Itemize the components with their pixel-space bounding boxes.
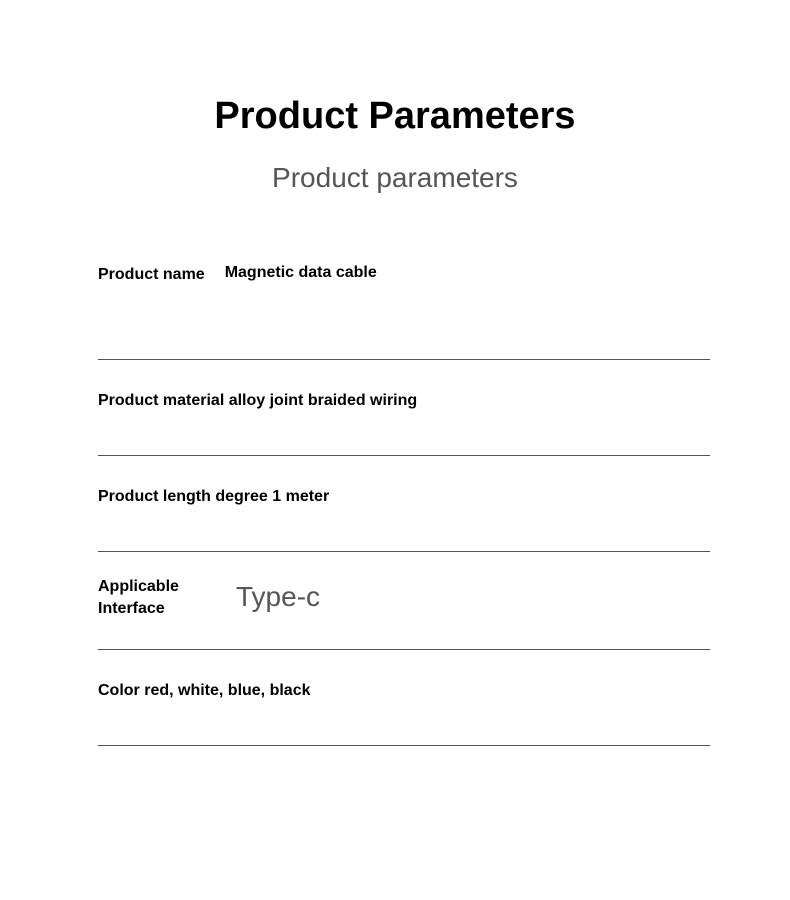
- spec-label: Product name: [98, 264, 205, 286]
- title-block: Product Parameters Product parameters: [0, 0, 790, 194]
- spec-row-product-name: Product name Magnetic data cable: [98, 264, 710, 360]
- spec-row-length: Product length degree 1 meter: [98, 456, 710, 552]
- spec-label: Product length degree 1 meter: [98, 486, 329, 508]
- spec-label: Applicable Interface: [98, 576, 208, 619]
- spec-row-interface: Applicable Interface Type-c: [98, 552, 710, 650]
- page-subtitle: Product parameters: [0, 162, 790, 194]
- spec-label: Product material alloy joint braided wir…: [98, 390, 417, 412]
- page-title: Product Parameters: [0, 95, 790, 138]
- spec-row-color: Color red, white, blue, black: [98, 650, 710, 746]
- spec-label: Color red, white, blue, black: [98, 680, 310, 702]
- spec-row-material: Product material alloy joint braided wir…: [98, 360, 710, 456]
- product-parameters-page: Product Parameters Product parameters Pr…: [0, 0, 790, 900]
- spec-table: Product name Magnetic data cable Product…: [98, 264, 710, 746]
- spec-value: Magnetic data cable: [225, 264, 377, 282]
- spec-value: Type-c: [236, 582, 320, 613]
